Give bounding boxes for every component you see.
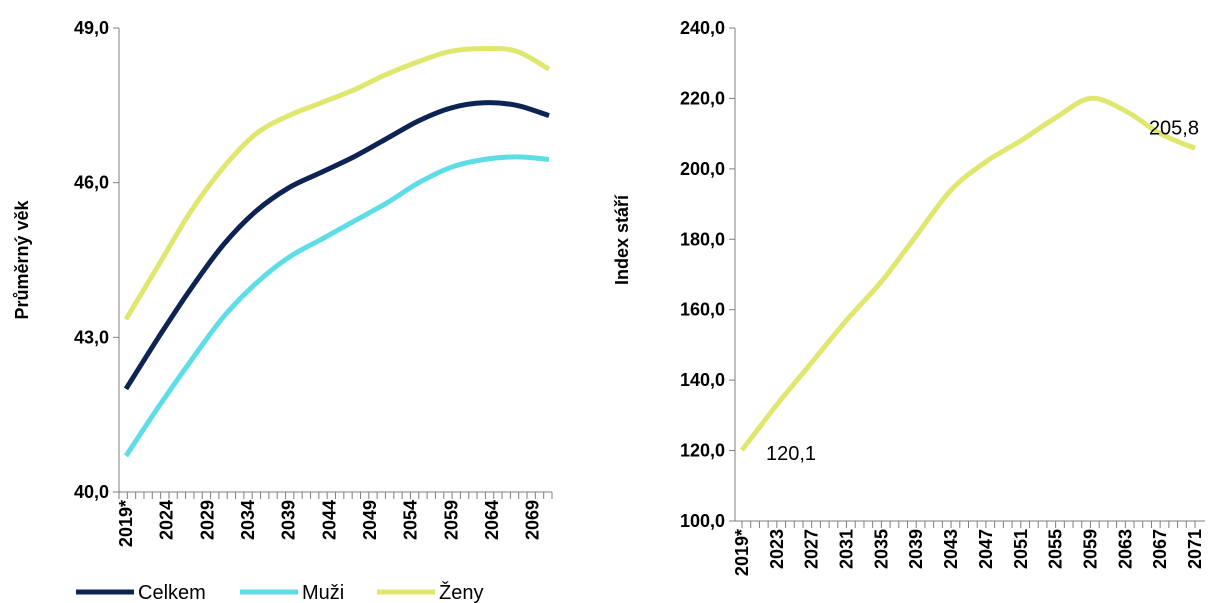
legend: Celkem Muži Ženy [76,581,483,603]
left-x-tick-label: 2029 [197,500,217,540]
right-y-tick-label: 140,0 [680,370,725,390]
legend-label-muzi: Muži [302,582,344,603]
left-y-tick-label: 46,0 [74,173,109,193]
right-x-tick-label: 2059 [1080,529,1100,569]
right-x-tick-label: 2067 [1150,529,1170,569]
right-y-tick-label: 220,0 [680,88,725,108]
right-x-tick-label: 2043 [941,529,961,569]
data-label-end: 205,8 [1149,117,1199,139]
right-y-tick-label: 180,0 [680,229,725,249]
average-age-chart: Průměrný věk 40,043,046,049,0 2019* 2024 2… [12,18,553,603]
left-x-tick-label: 2069 [523,500,543,540]
right-y-tick-label: 240,0 [680,18,725,38]
series-line-ženy [123,46,551,321]
right-y-axis-title: Index stáří [612,194,632,285]
series-line-celkem [123,100,550,391]
left-x-tick-label: 2054 [401,500,421,540]
left-x-tick-label: 2024 [157,500,177,540]
right-x-tick-label: 2047 [976,529,996,569]
right-x-tick-label: 2031 [837,529,857,569]
series-line-index-stari [740,95,1196,452]
data-label-start: 120,1 [766,443,816,465]
series-line-muži [123,154,550,458]
right-y-tick-label: 120,0 [680,441,725,461]
right-y-ticks: 100,0 120,0 140,0 160,0 180,0 200,0 220,0 240,0 [680,18,735,531]
left-y-tick-label: 49,0 [74,18,109,38]
right-y-tick-label: 160,0 [680,300,725,320]
right-x-tick-label: 2055 [1046,529,1066,569]
right-x-tick-label: 2027 [802,529,822,569]
left-x-tick-label: 2039 [279,500,299,540]
left-y-tick-label: 40,0 [74,482,109,502]
left-x-ticks: 2019* 2024 2029 2034 2039 2044 2049 2054 2059 206… [116,492,553,547]
left-y-tick-label: 43,0 [74,327,109,347]
legend-label-celkem: Celkem [138,582,206,603]
old-age-index-chart: Index stáří 100,0 120,0 140,0 160,0 180,0 200… [612,18,1205,576]
left-y-ticks: 40,0 43,0 46,0 49,0 [74,18,119,502]
left-x-tick-label: 2034 [238,500,258,540]
right-x-tick-label: 2023 [767,529,787,569]
right-x-tick-label: 2063 [1115,529,1135,569]
left-x-tick-label: 2059 [441,500,461,540]
right-x-tick-label: 2051 [1011,529,1031,569]
left-series-lines [123,46,551,458]
left-x-tick-label: 2019* [116,500,136,547]
left-x-tick-label: 2064 [482,500,502,540]
left-x-tick-label: 2044 [319,500,339,540]
right-y-tick-label: 100,0 [680,511,725,531]
legend-label-zeny: Ženy [439,581,483,603]
right-x-tick-label: 2039 [906,529,926,569]
right-x-tick-label: 2071 [1185,529,1205,569]
right-x-tick-label: 2035 [871,529,891,569]
left-y-axis-title: Průměrný věk [12,199,32,319]
left-x-tick-label: 2049 [360,500,380,540]
right-data-labels: 120,1 205,8 [766,117,1199,465]
right-x-tick-label: 2019* [732,529,752,576]
right-x-ticks: 2019* 2023 2027 2031 2035 2039 2043 2047 2051 205… [732,521,1205,576]
right-y-tick-label: 200,0 [680,159,725,179]
right-series-lines [740,95,1196,452]
